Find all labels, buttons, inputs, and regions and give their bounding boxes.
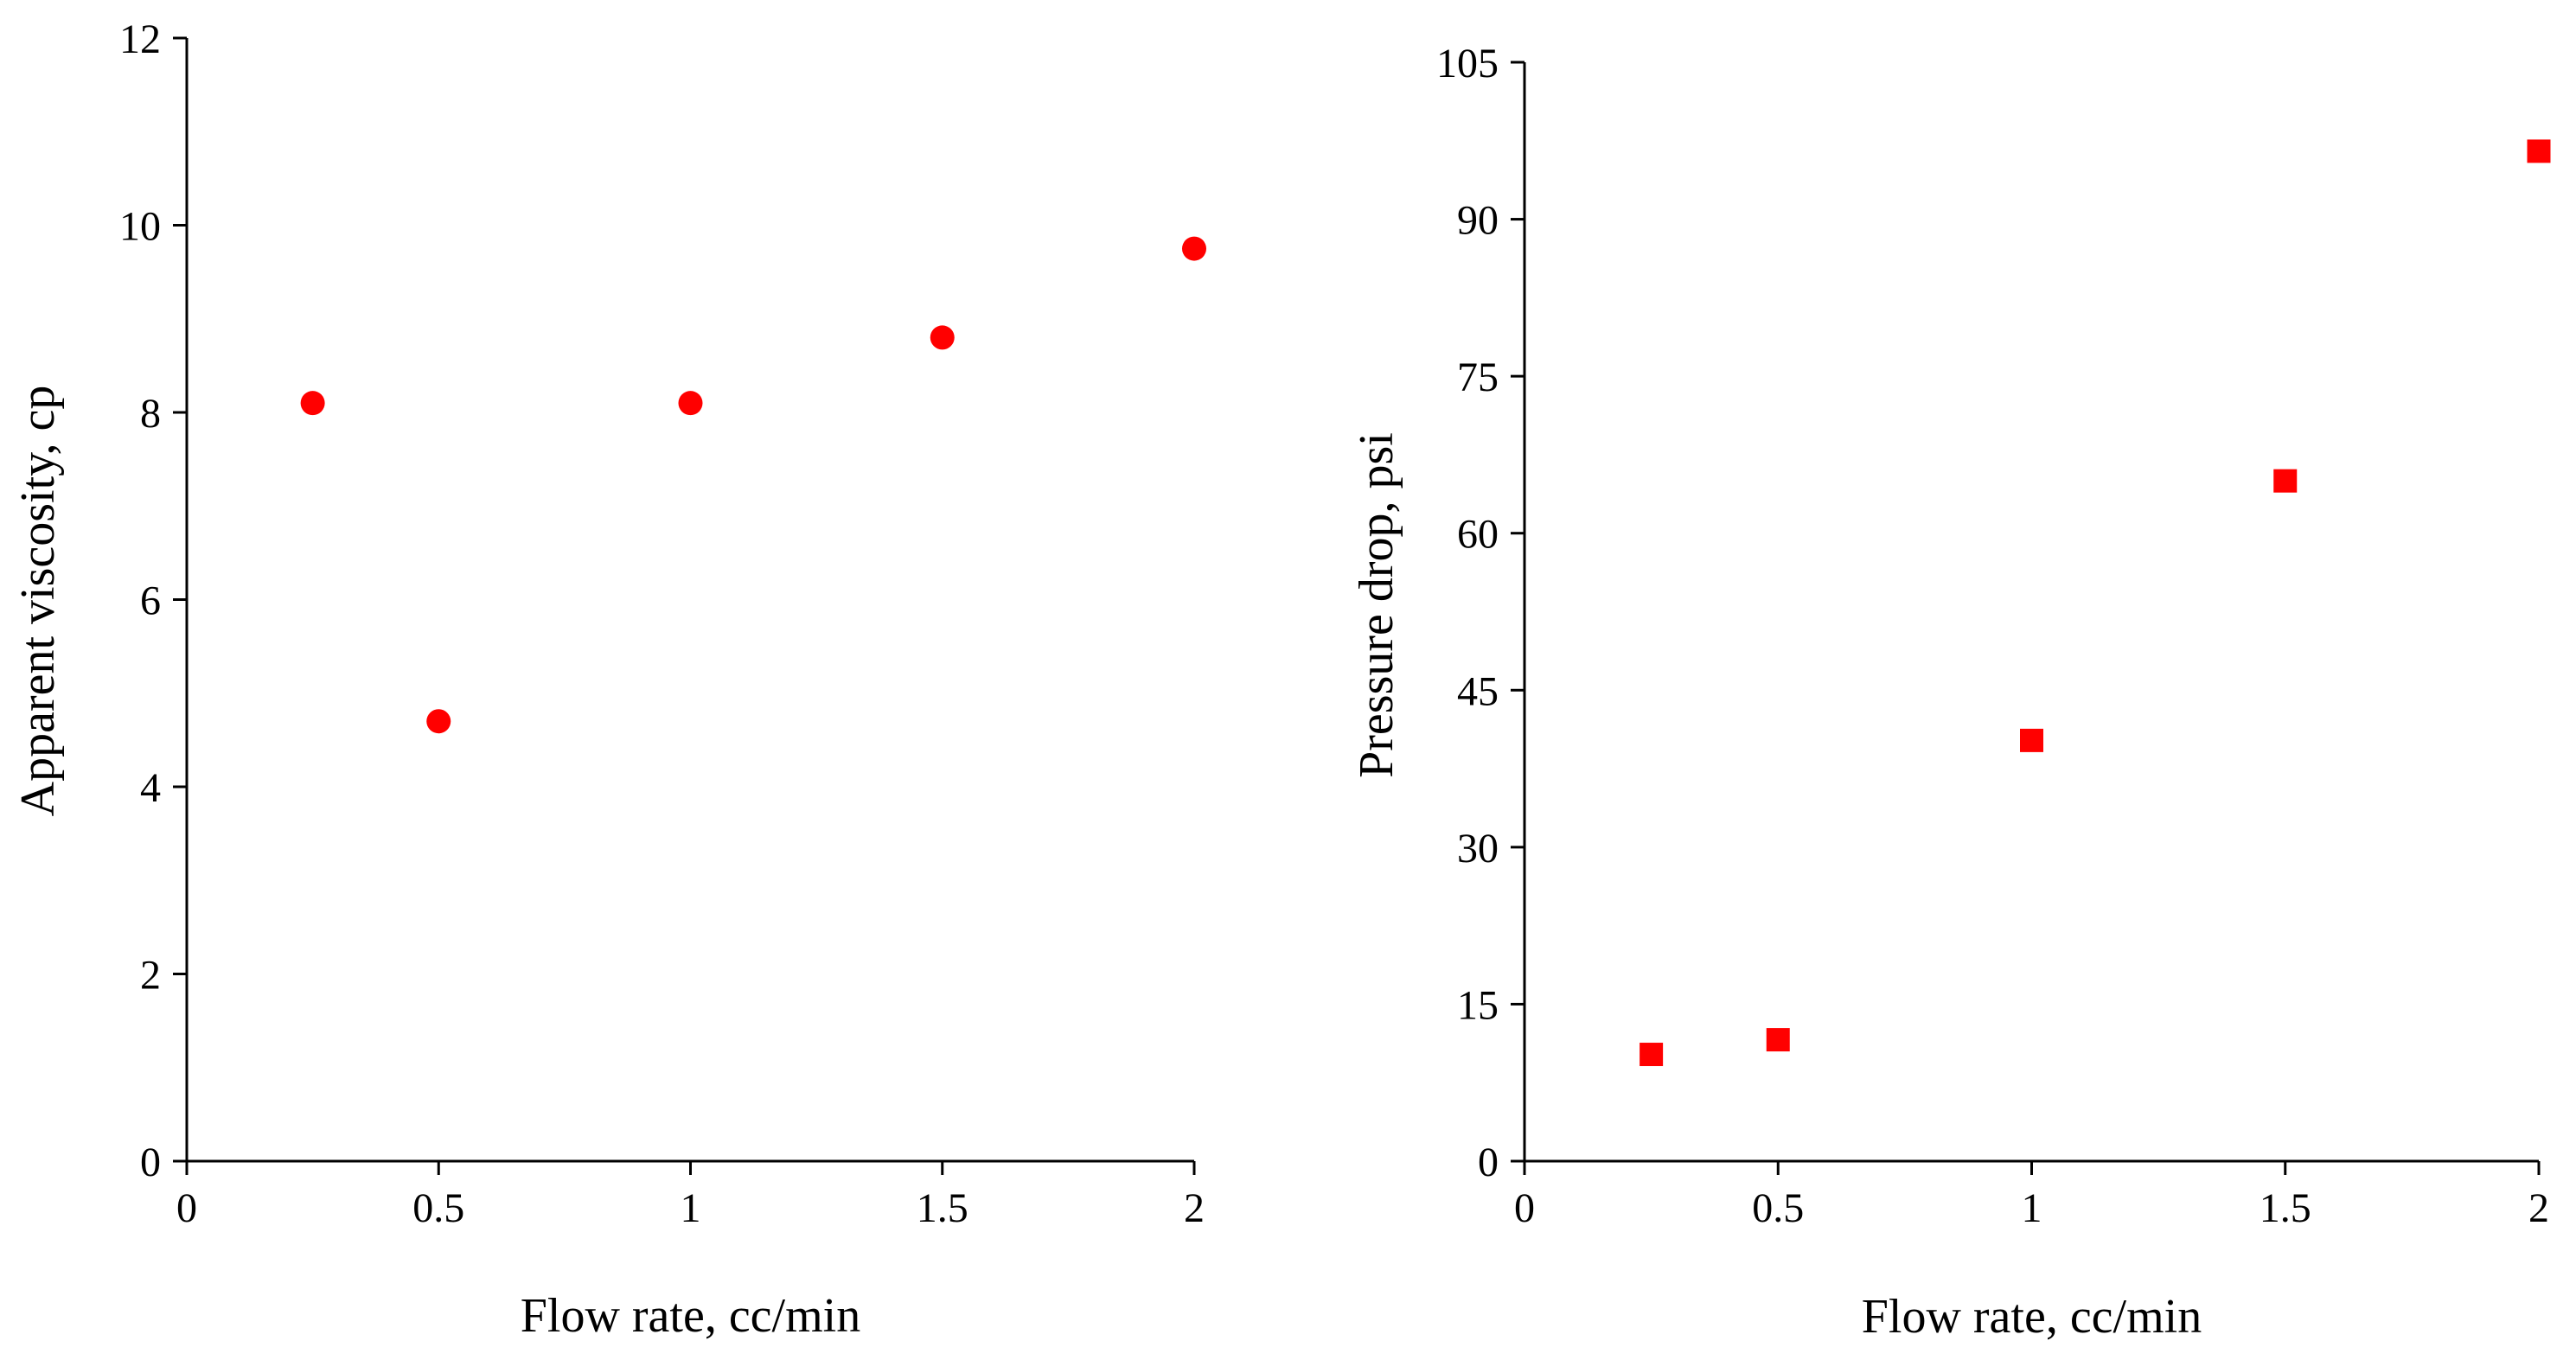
data-point [300, 391, 325, 416]
x-tick-label: 1.5 [917, 1185, 968, 1231]
data-point [930, 325, 955, 350]
y-axis-title: Apparent viscosity, cp [11, 386, 65, 817]
y-tick-label: 75 [1457, 354, 1499, 400]
y-tick-label: 0 [1478, 1140, 1499, 1185]
x-tick-label: 1.5 [2260, 1185, 2311, 1231]
y-tick-label: 12 [119, 16, 161, 62]
y-axis-title: Pressure drop, psi [1350, 432, 1403, 778]
x-tick-label: 1 [2022, 1185, 2042, 1231]
y-tick-label: 15 [1457, 982, 1499, 1028]
y-tick-label: 4 [140, 765, 161, 811]
data-point [1182, 236, 1206, 261]
y-tick-label: 45 [1457, 668, 1499, 714]
data-point [678, 391, 703, 416]
y-tick-label: 10 [119, 204, 161, 250]
x-tick-label: 2 [1184, 1185, 1205, 1231]
y-tick-label: 6 [140, 578, 161, 624]
data-point [2527, 139, 2551, 163]
y-tick-label: 0 [140, 1140, 161, 1185]
data-point [426, 709, 451, 734]
x-axis-title: Flow rate, cc/min [521, 1289, 860, 1343]
y-tick-label: 30 [1457, 826, 1499, 872]
x-tick-label: 0.5 [1752, 1185, 1804, 1231]
data-point [2273, 469, 2298, 493]
viscosity-chart: 0 2 4 6 8 10 12 0 0.5 1 1.5 2 Flow rate, cc/min Appar… [11, 16, 1206, 1343]
data-point [2020, 728, 2043, 752]
x-tick-label: 2 [2528, 1185, 2549, 1231]
x-tick-label: 0 [1514, 1185, 1535, 1231]
y-tick-label: 105 [1436, 41, 1499, 86]
y-tick-label: 8 [140, 391, 161, 437]
data-point [1640, 1043, 1664, 1067]
y-tick-label: 60 [1457, 512, 1499, 558]
x-tick-label: 0 [176, 1185, 197, 1231]
data-point [1766, 1028, 1790, 1052]
x-tick-label: 1 [681, 1185, 701, 1231]
y-tick-label: 90 [1457, 198, 1499, 244]
x-tick-label: 0.5 [412, 1185, 464, 1231]
y-tick-label: 2 [140, 953, 161, 999]
x-axis-title: Flow rate, cc/min [1862, 1290, 2202, 1344]
pressure-drop-chart: 0 15 30 45 60 75 90 105 0 0.5 1 1.5 2 Flow rate, cc/m… [1350, 41, 2551, 1344]
